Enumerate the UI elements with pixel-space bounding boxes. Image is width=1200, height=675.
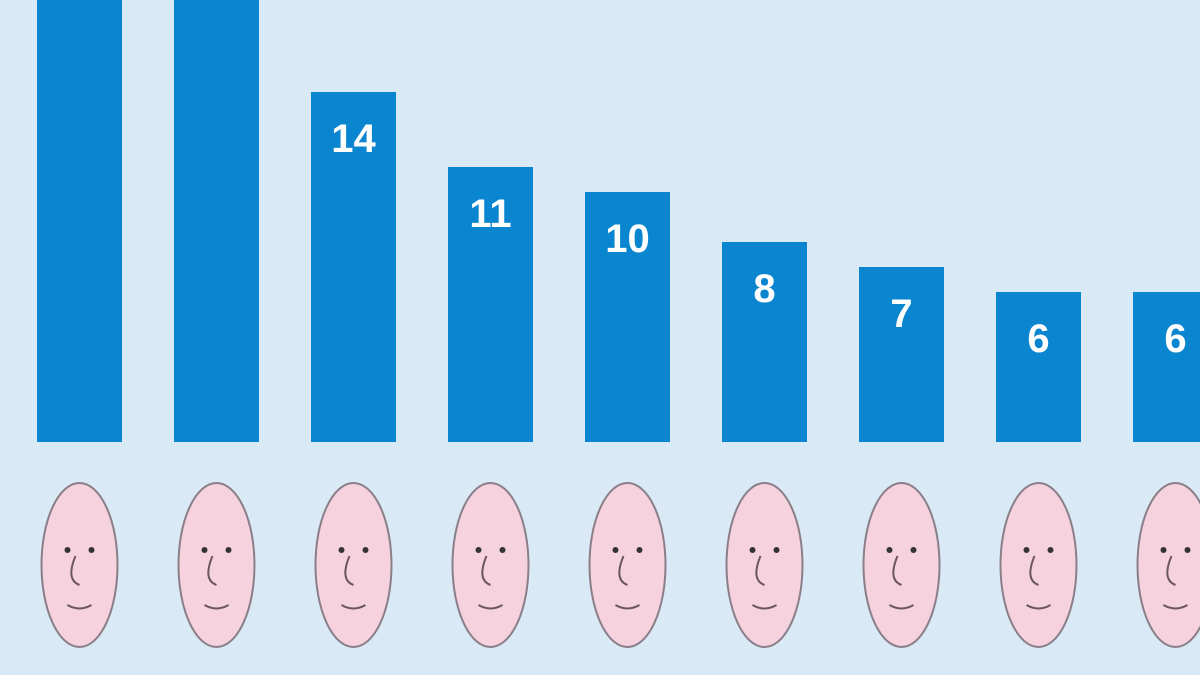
politician-caricature-icon — [314, 482, 393, 648]
bar-value-label: 6 — [1164, 317, 1186, 361]
bar — [37, 0, 122, 442]
bar-value-label: 14 — [331, 117, 376, 161]
politician-caricature-icon — [40, 482, 119, 648]
bar-value-label: 10 — [605, 217, 650, 261]
politician-caricature-icon — [588, 482, 667, 648]
bar — [1133, 292, 1200, 442]
bar — [996, 292, 1081, 442]
politician-caricature-icon — [725, 482, 804, 648]
bar — [722, 242, 807, 442]
bar-value-label: 7 — [890, 292, 912, 336]
bar — [174, 0, 259, 442]
bar — [859, 267, 944, 442]
bar — [311, 92, 396, 442]
politician-caricature-icon — [177, 482, 256, 648]
politician-caricature-icon — [999, 482, 1078, 648]
bar-value-label: 8 — [753, 267, 775, 311]
politician-caricature-icon — [862, 482, 941, 648]
bar — [448, 167, 533, 442]
politician-caricature-icon — [1136, 482, 1200, 648]
politician-caricature-icon — [451, 482, 530, 648]
bar-value-label: 6 — [1027, 317, 1049, 361]
bar-value-label: 11 — [469, 192, 511, 236]
bar — [585, 192, 670, 442]
